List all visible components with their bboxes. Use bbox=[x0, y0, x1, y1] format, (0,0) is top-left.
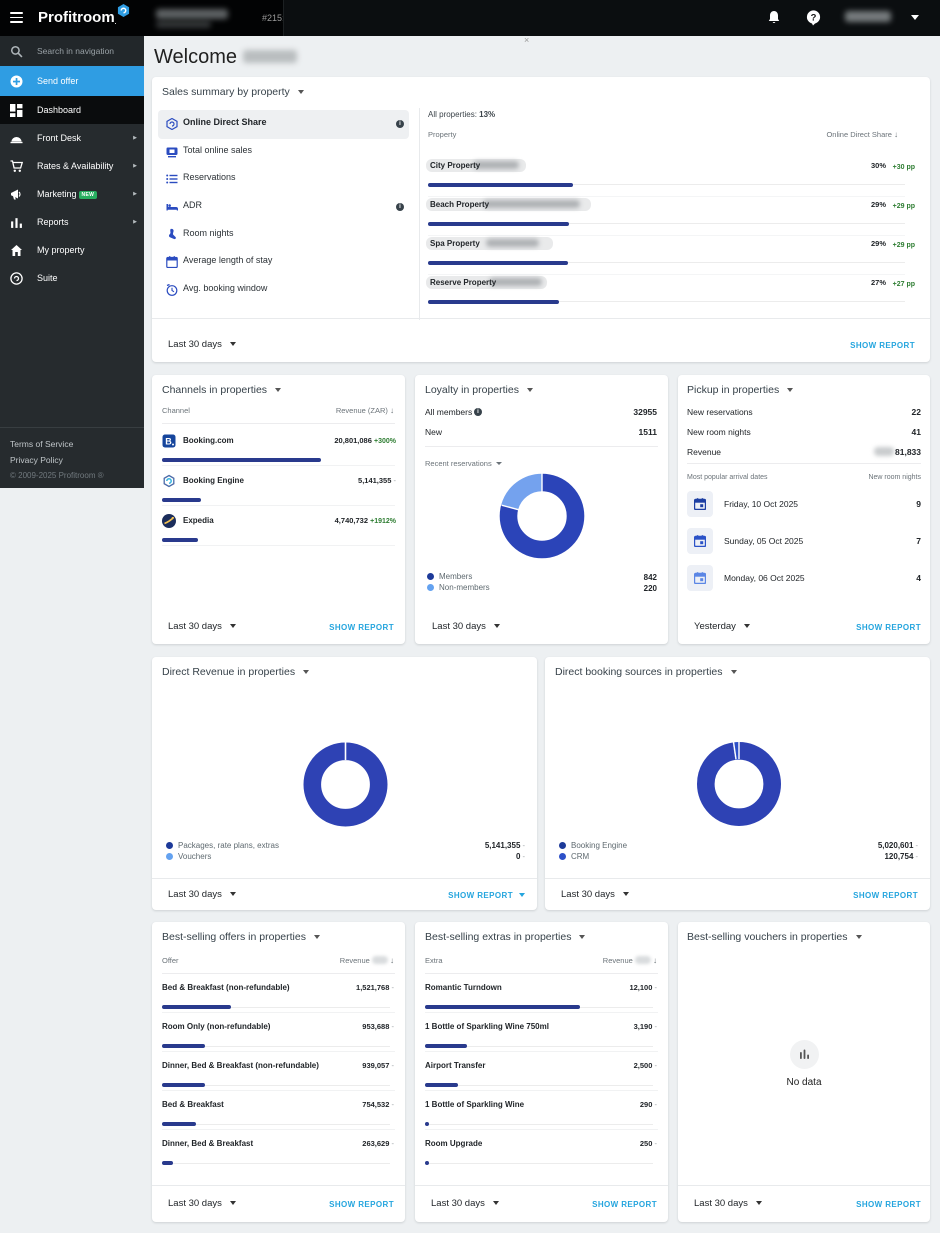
svg-text:?: ? bbox=[811, 12, 817, 23]
svg-text:B: B bbox=[165, 437, 172, 447]
